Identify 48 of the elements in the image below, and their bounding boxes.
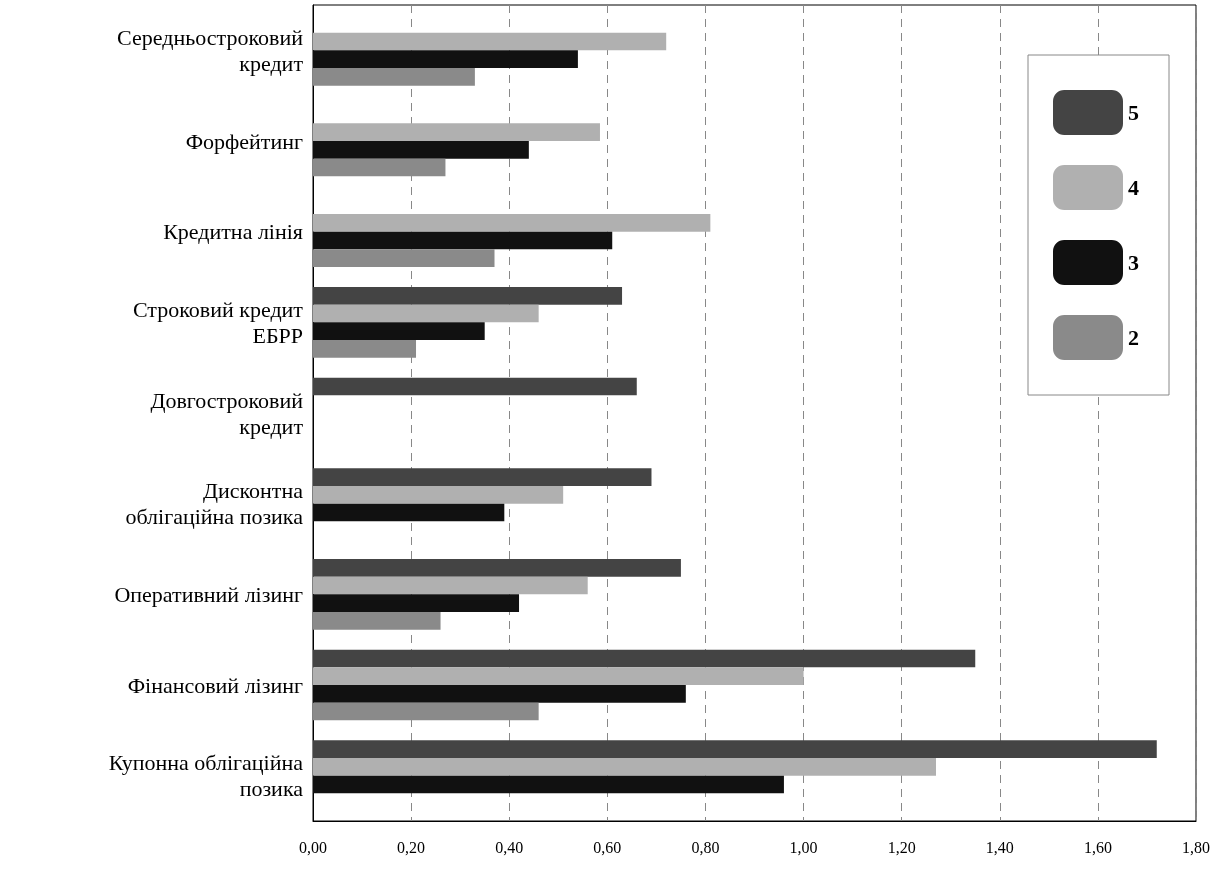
bar bbox=[313, 304, 539, 323]
bar bbox=[313, 757, 937, 776]
bar bbox=[313, 740, 1157, 758]
x-tick-label: 0,40 bbox=[495, 838, 524, 856]
x-tick-label: 0,80 bbox=[691, 838, 720, 856]
bar bbox=[313, 141, 529, 159]
y-tick-label: Кредитна лінія bbox=[163, 219, 303, 245]
bar bbox=[313, 485, 564, 504]
bar bbox=[313, 68, 475, 86]
bar bbox=[313, 249, 495, 268]
bar bbox=[313, 594, 520, 613]
x-tick-label: 1,80 bbox=[1182, 838, 1210, 856]
y-tick-label: Строковий кредит ЕБРР bbox=[132, 296, 304, 348]
bar bbox=[313, 612, 441, 630]
bar bbox=[313, 576, 588, 595]
bar bbox=[313, 213, 711, 232]
bar bbox=[313, 667, 804, 685]
bar bbox=[313, 286, 623, 305]
y-tick-label: Дисконтна облігаційна позика bbox=[125, 478, 304, 530]
legend-label: 2 bbox=[1128, 325, 1139, 350]
x-tick-label: 0,60 bbox=[593, 838, 622, 856]
x-tick-label: 1,40 bbox=[985, 838, 1014, 856]
x-tick-label: 1,20 bbox=[887, 838, 916, 856]
x-tick-label: 0,20 bbox=[397, 838, 426, 856]
bar bbox=[313, 558, 681, 577]
y-tick-label: Оперативний лізинг bbox=[114, 581, 303, 607]
bar bbox=[313, 231, 613, 250]
bar bbox=[313, 50, 578, 69]
y-tick-label: Середньостроковий кредит bbox=[117, 24, 304, 76]
x-tick-label: 1,00 bbox=[789, 838, 818, 856]
bar bbox=[313, 377, 637, 396]
bar bbox=[313, 649, 976, 668]
legend-label: 4 bbox=[1128, 175, 1139, 200]
legend-label: 5 bbox=[1128, 100, 1139, 125]
bar bbox=[313, 503, 505, 522]
x-tick-label: 1,60 bbox=[1083, 838, 1112, 856]
x-tick-label: 0,00 bbox=[299, 838, 327, 856]
bar bbox=[313, 775, 784, 794]
y-tick-label: Довгостроковий кредит bbox=[150, 387, 304, 439]
y-tick-label: Купонна облігаційна позика bbox=[108, 750, 304, 802]
bar bbox=[313, 685, 686, 703]
y-tick-label: Фінансовий лізинг bbox=[127, 672, 303, 698]
bar bbox=[313, 123, 600, 141]
bar bbox=[313, 468, 652, 486]
bar bbox=[313, 32, 667, 51]
legend-label: 3 bbox=[1128, 250, 1139, 275]
bar bbox=[313, 322, 485, 341]
y-tick-label: Форфейтинг bbox=[185, 128, 303, 154]
